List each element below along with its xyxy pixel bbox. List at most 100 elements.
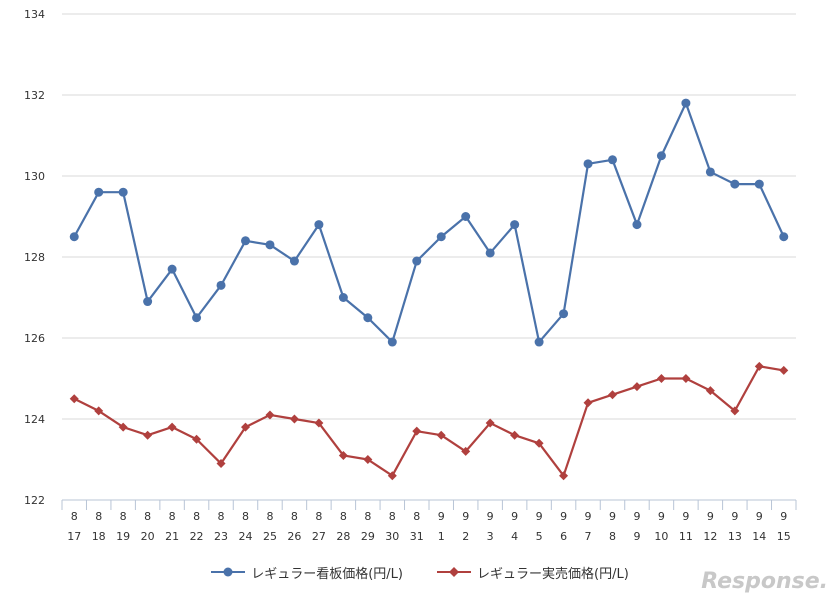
data-point[interactable]	[69, 232, 79, 242]
x-tick-label-month: 8	[389, 510, 396, 523]
data-point[interactable]	[387, 471, 397, 481]
series-line-0	[73, 101, 785, 344]
data-point[interactable]	[167, 422, 177, 432]
series-layer	[69, 98, 789, 481]
data-point[interactable]	[754, 179, 764, 189]
data-point[interactable]	[510, 220, 520, 230]
data-point[interactable]	[216, 280, 226, 290]
data-point[interactable]	[241, 422, 250, 432]
data-point[interactable]	[608, 390, 617, 400]
data-point[interactable]	[387, 337, 397, 347]
legend-item-actual-price[interactable]: レギュラー実売価格(円/L)	[437, 563, 629, 582]
x-tick-label-day: 1	[438, 530, 445, 543]
x-tick-label-day: 30	[385, 530, 399, 543]
data-point[interactable]	[118, 187, 128, 197]
data-point[interactable]	[412, 256, 422, 266]
data-point[interactable]	[461, 446, 471, 456]
x-tick-label-day: 2	[462, 530, 469, 543]
data-point[interactable]	[143, 297, 153, 307]
y-tick-label: 128	[24, 251, 45, 264]
data-point[interactable]	[485, 418, 495, 428]
x-tick-label-day: 26	[287, 530, 301, 543]
data-point[interactable]	[265, 240, 275, 250]
data-point[interactable]	[681, 98, 691, 108]
x-tick-label-month: 8	[71, 510, 78, 523]
data-point[interactable]	[167, 264, 177, 274]
data-point[interactable]	[338, 293, 348, 302]
data-point[interactable]	[412, 426, 422, 436]
data-point[interactable]	[705, 386, 715, 396]
data-point[interactable]	[730, 179, 740, 189]
x-tick-label-month: 9	[609, 510, 616, 523]
data-point[interactable]	[656, 151, 666, 161]
x-tick-label-month: 9	[682, 510, 689, 523]
y-tick-label: 134	[24, 8, 45, 21]
x-tick-label-month: 8	[242, 510, 249, 523]
data-point[interactable]	[241, 236, 250, 246]
data-point[interactable]	[94, 187, 104, 197]
data-point[interactable]	[289, 256, 299, 266]
data-point[interactable]	[143, 430, 153, 440]
x-tick-label-month: 9	[585, 510, 592, 523]
data-point[interactable]	[338, 450, 348, 460]
data-point[interactable]	[363, 313, 373, 323]
x-tick-label-month: 9	[536, 510, 543, 523]
data-point[interactable]	[94, 406, 104, 416]
data-point[interactable]	[534, 438, 544, 448]
data-point[interactable]	[118, 422, 128, 432]
data-point[interactable]	[192, 313, 202, 323]
data-point[interactable]	[754, 361, 764, 371]
data-point[interactable]	[265, 410, 275, 420]
x-tick-label-day: 12	[703, 530, 717, 543]
data-point[interactable]	[534, 337, 544, 347]
x-tick-label-day: 15	[777, 530, 791, 543]
x-tick-label-month: 8	[120, 510, 127, 523]
data-point[interactable]	[656, 374, 666, 383]
legend-item-list-price[interactable]: レギュラー看板価格(円/L)	[211, 563, 403, 582]
x-tick-label-day: 9	[633, 530, 640, 543]
y-tick-label: 130	[24, 170, 45, 183]
data-point[interactable]	[289, 414, 299, 424]
data-point[interactable]	[192, 434, 202, 444]
x-tick-label-month: 8	[413, 510, 420, 523]
data-point[interactable]	[559, 309, 569, 319]
x-tick-label-month: 9	[756, 510, 763, 523]
data-point[interactable]	[314, 220, 324, 230]
y-tick-label: 132	[24, 89, 45, 102]
data-point[interactable]	[779, 232, 789, 242]
x-tick-label-month: 8	[340, 510, 347, 523]
x-tick-label-day: 20	[141, 530, 155, 543]
x-tick-label-day: 19	[116, 530, 130, 543]
data-point[interactable]	[461, 212, 471, 221]
data-point[interactable]	[485, 248, 495, 258]
data-point[interactable]	[779, 365, 789, 375]
data-point[interactable]	[608, 155, 617, 165]
x-axis-ticks: 8178188198208218228238248258268278288298…	[67, 510, 791, 543]
x-tick-label-month: 9	[560, 510, 567, 523]
legend-diamond-marker-icon	[437, 567, 471, 577]
data-point[interactable]	[510, 430, 520, 440]
data-point[interactable]	[583, 159, 593, 169]
data-point[interactable]	[730, 406, 740, 416]
y-tick-label: 126	[24, 332, 45, 345]
data-point[interactable]	[705, 167, 715, 177]
x-tick-label-day: 13	[728, 530, 742, 543]
data-point[interactable]	[363, 455, 373, 464]
y-tick-label: 124	[24, 413, 45, 426]
data-point[interactable]	[314, 418, 324, 428]
x-tick-label-day: 4	[511, 530, 518, 543]
x-tick-label-month: 8	[364, 510, 371, 523]
data-point[interactable]	[436, 232, 446, 242]
data-point[interactable]	[632, 220, 642, 230]
data-point[interactable]	[632, 382, 642, 392]
x-tick-label-day: 8	[609, 530, 616, 543]
x-tick-label-month: 9	[707, 510, 714, 523]
data-point[interactable]	[583, 398, 593, 408]
x-tick-label-day: 5	[536, 530, 543, 543]
data-point[interactable]	[216, 459, 226, 469]
data-point[interactable]	[559, 471, 569, 481]
x-tick-label-month: 9	[731, 510, 738, 523]
data-point[interactable]	[436, 430, 446, 440]
data-point[interactable]	[681, 374, 691, 383]
data-point[interactable]	[69, 394, 79, 404]
